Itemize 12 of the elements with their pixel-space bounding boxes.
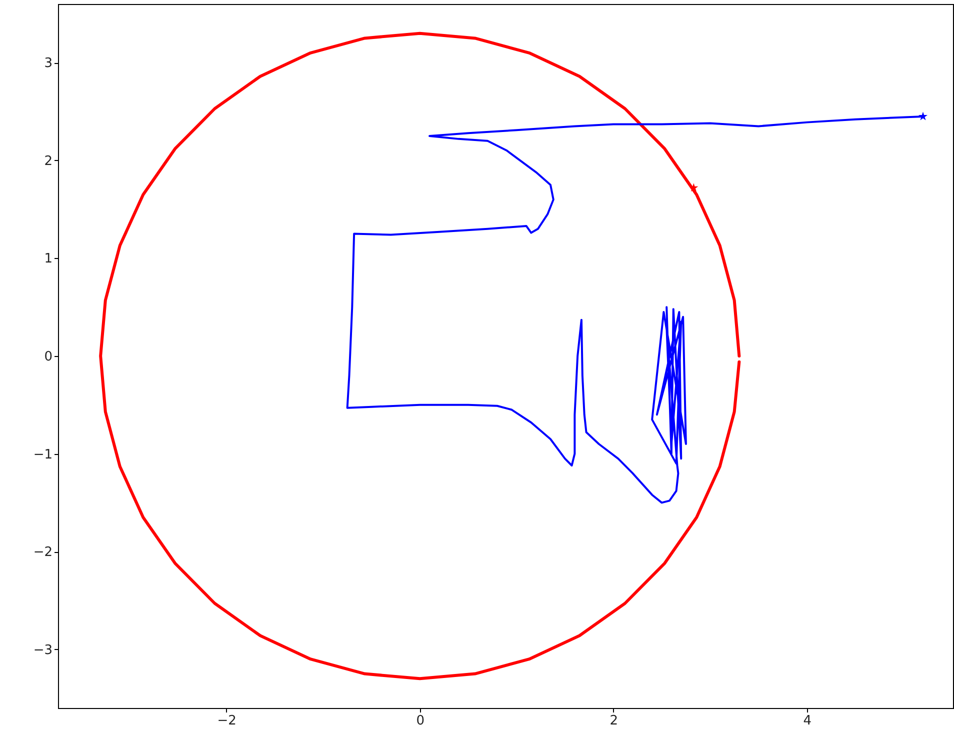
x-tick-label: 2 (610, 714, 618, 728)
line-series (99, 32, 741, 680)
y-tick-label: −3 (33, 642, 52, 658)
y-tick-label: 1 (44, 252, 52, 267)
y-tick-label: 0 (44, 350, 52, 364)
x-tick-label: −2 (217, 714, 236, 728)
x-tick-label: 4 (803, 714, 812, 728)
y-tick-label: −1 (33, 447, 52, 462)
y-tick-label: 3 (44, 56, 52, 72)
x-tick-label: 0 (416, 714, 425, 728)
y-tick-label: 2 (44, 154, 52, 169)
y-tick-label: −2 (33, 545, 52, 560)
